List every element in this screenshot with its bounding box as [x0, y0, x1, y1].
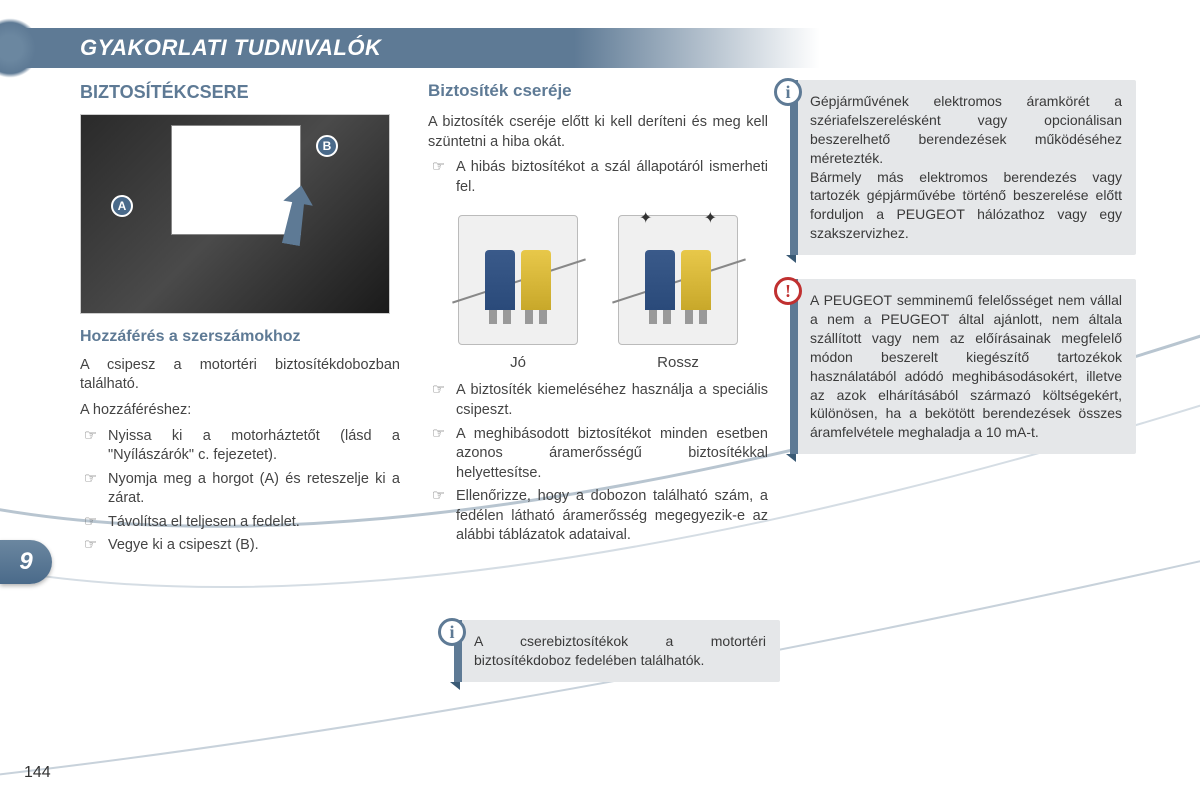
fuse-blue-icon — [645, 250, 675, 310]
fuse-good: Jó — [458, 215, 578, 373]
fuse-diagrams: Jó Rossz — [428, 215, 768, 373]
step-item: Nyissa ki a motorháztetőt (lásd a "Nyílá… — [80, 427, 400, 466]
step-item: Vegye ki a csipeszt (B). — [80, 536, 400, 556]
left-column: BIZTOSÍTÉKCSERE A B Hozzáférés a szerszá… — [80, 80, 400, 560]
section-title-middle: Biztosíték cseréje — [428, 80, 768, 103]
chapter-tab: 9 — [0, 540, 52, 584]
info-icon: i — [774, 78, 802, 106]
subtitle-tools: Hozzáférés a szerszámokhoz — [80, 326, 400, 348]
fuse-good-img — [458, 215, 578, 345]
info-box-bottom-text: A cserebiztosítékok a motortéri biztosít… — [474, 633, 766, 668]
step-item: A biztosíték kiemeléséhez hasz­nál­ja a … — [428, 381, 768, 420]
info-box-text: Gépjárművének elektromos áram­körét a sz… — [810, 93, 1122, 241]
fuse-bad-img — [618, 215, 738, 345]
note-list-middle: A hibás biztosítékot a szál állapotá­ról… — [428, 158, 768, 197]
steps-list-left: Nyissa ki a motorháztetőt (lásd a "Nyílá… — [80, 427, 400, 556]
fuse-blue-icon — [485, 250, 515, 310]
note-item: A hibás biztosítékot a szál állapotá­ról… — [428, 158, 768, 197]
info-icon: i — [438, 618, 466, 646]
fuse-good-label: Jó — [458, 353, 578, 373]
access-label: A hozzáféréshez: — [80, 401, 400, 421]
fuse-bad-label: Rossz — [618, 353, 738, 373]
info-box-bottom: i A cserebiztosítékok a motortéri biztos… — [460, 620, 780, 682]
photo-callout — [171, 125, 301, 235]
steps-list-middle: A biztosíték kiemeléséhez hasz­nál­ja a … — [428, 381, 768, 546]
header-banner: GYAKORLATI TUDNIVALÓK — [0, 28, 820, 68]
step-item: Távolítsa el teljesen a fedelet. — [80, 513, 400, 533]
middle-column: Biztosíték cseréje A biztosíték cseréje … — [428, 80, 768, 560]
intro-para-left: A csipesz a motortéri biztosítékdoboz­ba… — [80, 356, 400, 395]
fuse-yellow-icon — [521, 250, 551, 310]
section-title-left: BIZTOSÍTÉKCSERE — [80, 80, 400, 104]
warning-box-text: A PEUGEOT semminemű fe­lelősséget nem vá… — [810, 292, 1122, 440]
page-number: 144 — [24, 764, 51, 782]
photo-label-a: A — [111, 195, 133, 217]
info-box-top: i Gépjárművének elektromos áram­körét a … — [796, 80, 1136, 255]
fuse-bad: Rossz — [618, 215, 738, 373]
step-item: Nyomja meg a horgot (A) és rete­szelje k… — [80, 470, 400, 509]
step-item: A meghibásodott biztosítékot min­den ese… — [428, 425, 768, 484]
step-item: Ellenőrizze, hogy a dobozon talál­ható s… — [428, 487, 768, 546]
warning-box: ! A PEUGEOT semminemű fe­lelősséget nem … — [796, 279, 1136, 454]
intro-para-middle: A biztosíték cseréje előtt ki kell derít… — [428, 113, 768, 152]
engine-photo: A B — [80, 114, 390, 314]
right-column: i Gépjárművének elektromos áram­körét a … — [796, 80, 1136, 560]
header-title: GYAKORLATI TUDNIVALÓK — [80, 35, 381, 61]
fuse-yellow-icon — [681, 250, 711, 310]
photo-label-b: B — [316, 135, 338, 157]
warning-icon: ! — [774, 277, 802, 305]
